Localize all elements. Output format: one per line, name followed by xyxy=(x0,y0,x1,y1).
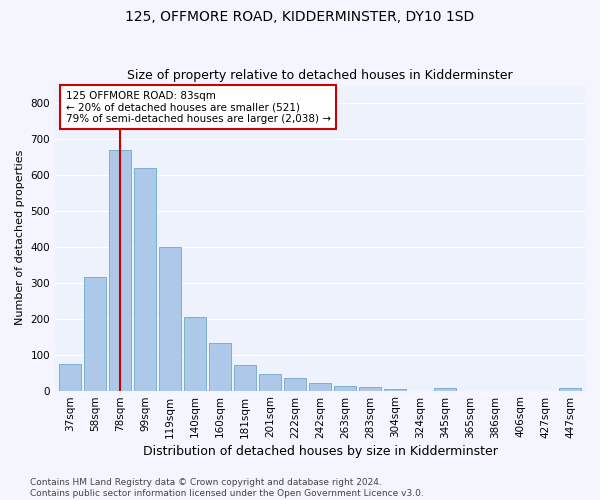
Bar xyxy=(235,366,256,390)
Bar xyxy=(134,168,155,390)
Bar xyxy=(259,374,281,390)
X-axis label: Distribution of detached houses by size in Kidderminster: Distribution of detached houses by size … xyxy=(143,444,497,458)
Bar xyxy=(109,150,131,390)
Text: 125, OFFMORE ROAD, KIDDERMINSTER, DY10 1SD: 125, OFFMORE ROAD, KIDDERMINSTER, DY10 1… xyxy=(125,10,475,24)
Bar xyxy=(284,378,305,390)
Bar xyxy=(85,277,106,390)
Bar xyxy=(334,386,356,390)
Bar xyxy=(385,389,406,390)
Bar xyxy=(359,387,380,390)
Y-axis label: Number of detached properties: Number of detached properties xyxy=(15,150,25,325)
Bar xyxy=(160,246,181,390)
Bar xyxy=(310,384,331,390)
Bar xyxy=(209,342,230,390)
Title: Size of property relative to detached houses in Kidderminster: Size of property relative to detached ho… xyxy=(127,69,513,82)
Bar xyxy=(434,388,455,390)
Bar xyxy=(184,317,206,390)
Text: 125 OFFMORE ROAD: 83sqm
← 20% of detached houses are smaller (521)
79% of semi-d: 125 OFFMORE ROAD: 83sqm ← 20% of detache… xyxy=(65,90,331,124)
Text: Contains HM Land Registry data © Crown copyright and database right 2024.
Contai: Contains HM Land Registry data © Crown c… xyxy=(30,478,424,498)
Bar xyxy=(559,388,581,390)
Bar xyxy=(59,364,80,390)
